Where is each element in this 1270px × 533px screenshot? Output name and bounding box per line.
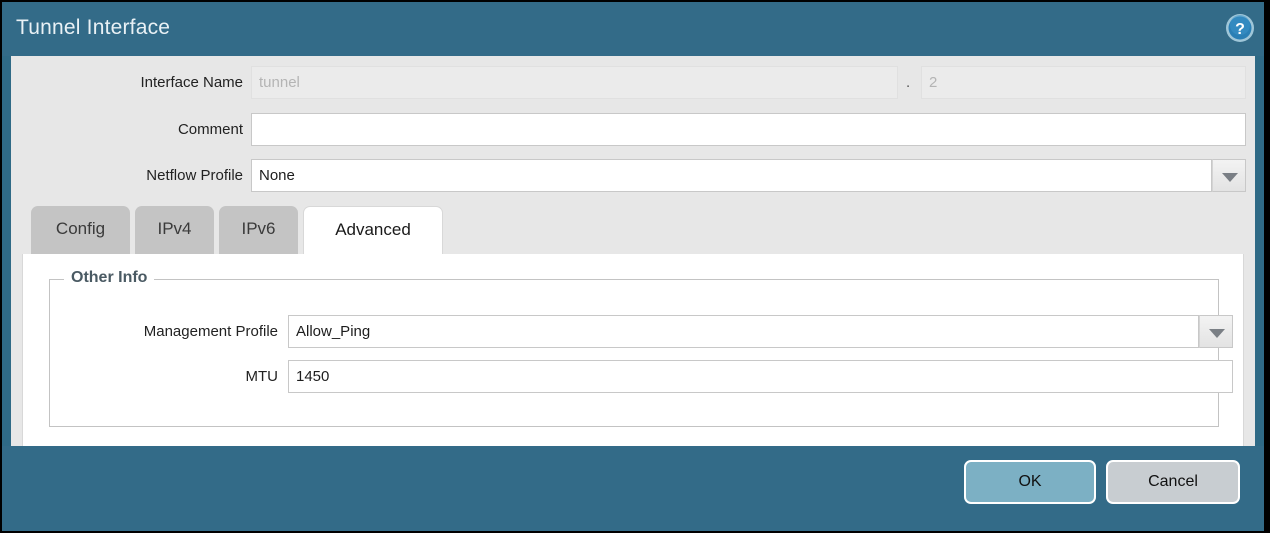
ok-button[interactable]: OK — [964, 460, 1096, 504]
comment-input[interactable] — [251, 113, 1246, 146]
other-info-legend: Other Info — [64, 269, 155, 287]
comment-row: Comment — [11, 113, 1255, 147]
tab-ipv6[interactable]: IPv6 — [219, 206, 298, 254]
interface-name-label: Interface Name — [140, 74, 243, 91]
mtu-row: MTU — [50, 360, 1233, 394]
dialog-footer: OK Cancel — [2, 446, 1264, 531]
tab-ipv4[interactable]: IPv4 — [135, 206, 214, 254]
management-profile-select-value[interactable] — [288, 315, 1199, 348]
svg-text:?: ? — [1235, 21, 1245, 38]
interface-name-separator: . — [906, 74, 911, 91]
interface-name-suffix-input[interactable] — [921, 66, 1246, 99]
dialog-titlebar: Tunnel Interface ? — [2, 2, 1264, 56]
management-profile-dropdown-button[interactable] — [1199, 315, 1233, 348]
netflow-profile-row: Netflow Profile — [11, 159, 1255, 193]
netflow-profile-select-value[interactable] — [251, 159, 1212, 192]
chevron-down-icon — [1222, 173, 1238, 182]
tab-config[interactable]: Config — [31, 206, 130, 254]
other-info-fieldset: Other Info Management Profile MTU — [49, 269, 1233, 427]
netflow-profile-dropdown-button[interactable] — [1212, 159, 1246, 192]
netflow-profile-label: Netflow Profile — [146, 167, 243, 184]
cancel-button[interactable]: Cancel — [1106, 460, 1240, 504]
dialog-title: Tunnel Interface — [16, 16, 171, 39]
tab-advanced[interactable]: Advanced — [303, 206, 443, 255]
chevron-down-icon — [1209, 329, 1225, 338]
comment-label: Comment — [177, 121, 243, 138]
interface-name-prefix-input[interactable] — [251, 66, 898, 99]
management-profile-row: Management Profile — [50, 315, 1233, 349]
dialog-body: Interface Name . Comment Netflow Profile… — [11, 56, 1255, 489]
mtu-input[interactable] — [288, 360, 1233, 393]
help-circle-icon[interactable]: ? — [1224, 12, 1256, 44]
mtu-label: MTU — [245, 368, 279, 385]
management-profile-label: Management Profile — [143, 323, 278, 340]
interface-name-row: Interface Name . — [11, 66, 1255, 100]
